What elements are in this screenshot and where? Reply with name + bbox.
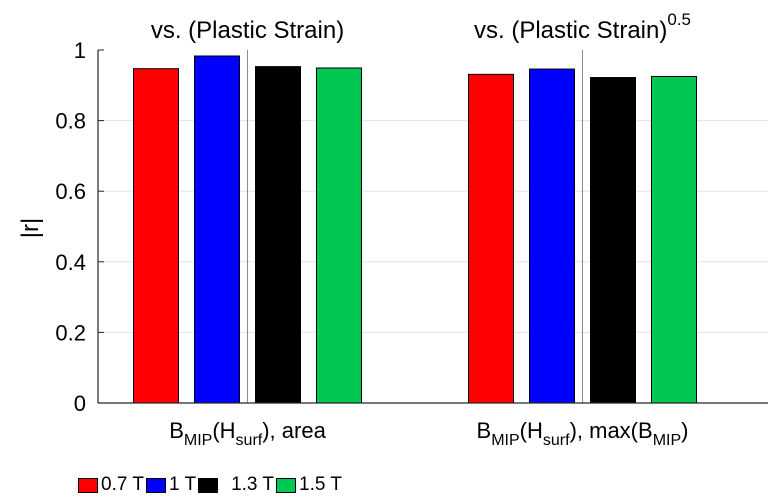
group-heading: vs. (Plastic Strain) [151,17,344,44]
bar [529,68,575,404]
group-heading-exponent: 0.5 [667,10,691,29]
bar [651,75,697,404]
category-label-subscript: surf [236,432,263,449]
legend-label: 1.3 T [231,474,275,495]
axes [97,50,768,404]
category-label-part: ), max(B [570,418,653,443]
y-tick-label: 0.4 [55,250,86,275]
legend-item: 1 T [145,474,197,496]
bar [133,68,179,404]
y-tick-label: 0 [74,391,86,416]
category-label: BMIP(Hsurf), area [169,418,326,449]
bar [590,77,636,404]
category-label-part: B [477,418,492,443]
category-label-part: B [169,418,184,443]
group-heading-text: vs. (Plastic Strain) [474,17,667,44]
legend: 0.7 T 1 T 1.3 T 1.5 T [78,474,344,496]
bar [255,66,301,404]
bars [133,55,697,404]
legend-label: 0.7 T [101,474,144,495]
legend-swatch [78,477,98,493]
legend-label: 1 T [168,474,197,495]
bar [194,55,240,404]
legend-item: 1.5 T [276,474,342,496]
category-label-subscript: MIP [184,432,212,449]
y-tick-label: 0.8 [55,109,86,134]
group-heading-text: vs. (Plastic Strain) [151,17,344,44]
legend-item: 0.7 T [78,474,144,496]
bar [468,73,514,404]
bar [316,67,362,404]
category-labels: BMIP(Hsurf), area BMIP(Hsurf), max(BMIP) [169,418,688,449]
y-tick-label: 0.6 [55,179,86,204]
legend-swatch [276,477,297,493]
group-headings: vs. (Plastic Strain) vs. (Plastic Strain)… [151,10,691,44]
category-label-part: (H [520,418,543,443]
y-ticks: 0 0.2 0.4 0.6 0.8 1 [55,38,104,416]
category-label-subscript: MIP [491,432,519,449]
legend-item: 1.3 T [198,474,274,496]
y-axis-label: |r| [17,218,44,238]
category-label-subscript: MIP [653,432,681,449]
category-label: BMIP(Hsurf), max(BMIP) [477,418,689,449]
legend-swatch [198,477,219,493]
y-tick-label: 1 [74,38,86,63]
y-tick-label: 0.2 [55,320,86,345]
category-label-part: (H [212,418,235,443]
legend-swatch [145,477,166,493]
group-heading: vs. (Plastic Strain)0.5 [474,10,691,44]
legend-label: 1.5 T [299,474,343,495]
category-label-part: ), area [262,418,326,443]
category-label-part: ) [681,418,688,443]
category-label-subscript: surf [543,432,570,449]
